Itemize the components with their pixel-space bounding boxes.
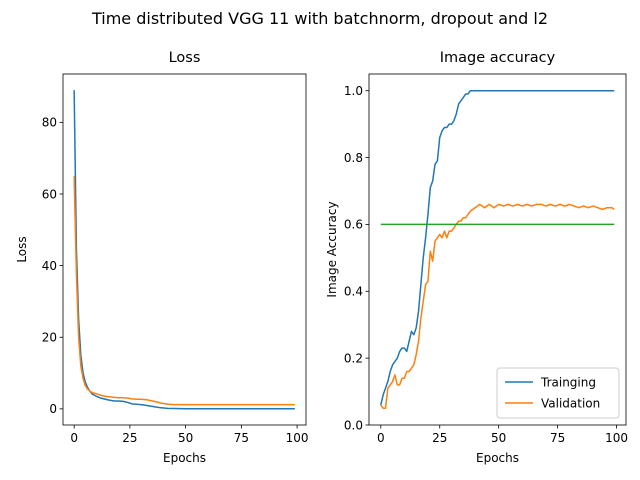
accuracy-legend-label-1: Validation [541,396,600,410]
loss-x-tick-label-4: 100 [286,431,309,445]
loss-x-tick-label-2: 50 [178,431,193,445]
accuracy-chart-title: Image accuracy [440,50,556,66]
loss-x-tick-label-0: 0 [70,431,78,445]
loss-x-tick-label-3: 75 [234,431,249,445]
loss-axes-frame [62,73,307,426]
accuracy-y-tick-label-1: 0.2 [344,351,363,365]
accuracy-y-tick-label-4: 0.8 [344,151,363,165]
loss-chart-title: Loss [169,50,201,66]
accuracy-x-tick-label-4: 100 [605,431,628,445]
accuracy-x-tick-label-3: 75 [550,431,565,445]
accuracy-legend-box [496,367,620,419]
loss-x-tick-label-1: 25 [122,431,137,445]
accuracy-series-line-0 [380,89,615,406]
accuracy-y-tick-label-3: 0.6 [344,218,363,232]
loss-panel: 0 25 50 75 100 0 20 40 60 80 Loss Epochs Loss [15,50,309,465]
accuracy-x-axis-label: Epochs [476,451,519,465]
accuracy-y-tick-label-0: 0.0 [344,418,363,432]
accuracy-legend-label-0: Trainging [540,375,596,389]
loss-series-line-0 [73,90,295,410]
loss-y-tick-label-3: 60 [42,187,57,201]
accuracy-x-tick-label-0: 0 [377,431,385,445]
loss-x-axis-label: Epochs [163,451,206,465]
loss-y-tick-label-2: 40 [42,259,57,273]
accuracy-x-tick-label-1: 25 [432,431,447,445]
accuracy-x-tick-label-2: 50 [491,431,506,445]
figure-suptitle: Time distributed VGG 11 with batchnorm, … [91,9,548,28]
accuracy-panel: 0 25 50 75 100 0.0 0.2 0.4 0.6 0.8 1.0 Image accura… [325,50,628,465]
accuracy-axes-frame [368,73,627,426]
accuracy-y-axis-label: Image Accuracy [325,201,339,297]
loss-y-tick-label-1: 20 [42,331,57,345]
loss-y-tick-label-0: 0 [49,402,57,416]
loss-y-tick-label-4: 80 [42,116,57,130]
loss-y-axis-label: Loss [15,236,29,262]
accuracy-series-line-1 [380,203,615,410]
accuracy-y-tick-label-5: 1.0 [344,84,363,98]
loss-series-line-1 [73,176,295,406]
accuracy-y-tick-label-2: 0.4 [344,285,363,299]
